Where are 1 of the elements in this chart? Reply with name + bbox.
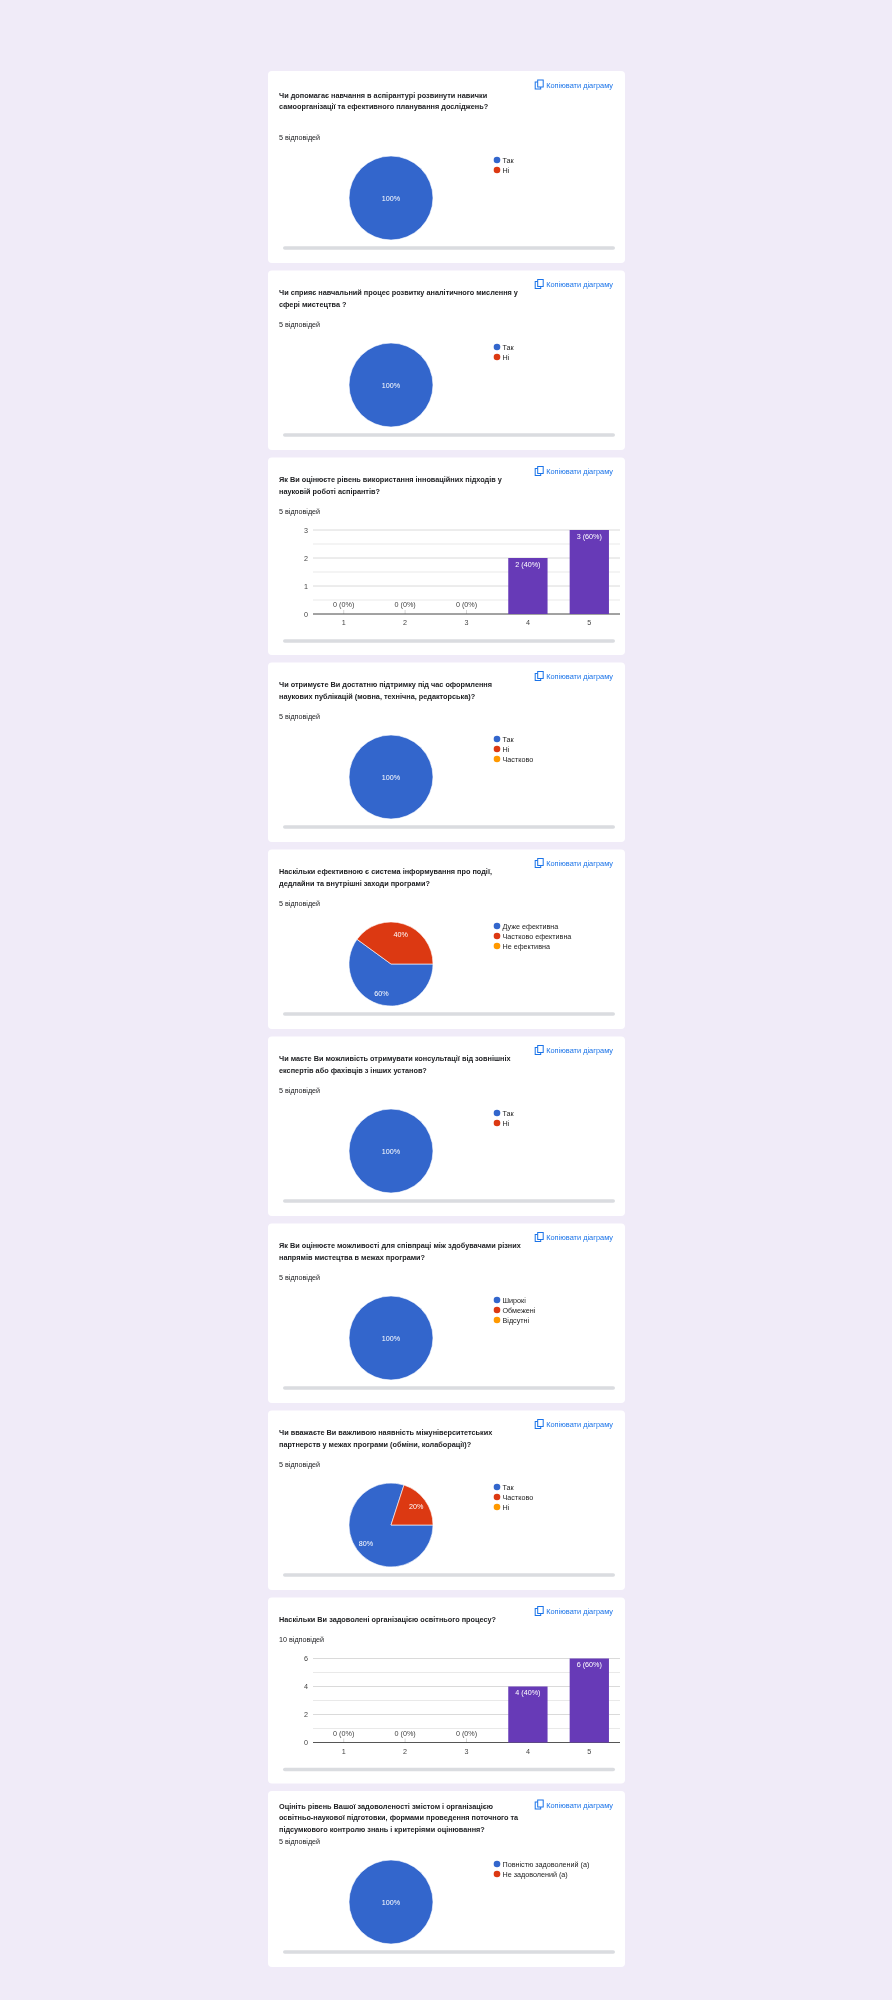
pie-slice [348, 1482, 434, 1568]
